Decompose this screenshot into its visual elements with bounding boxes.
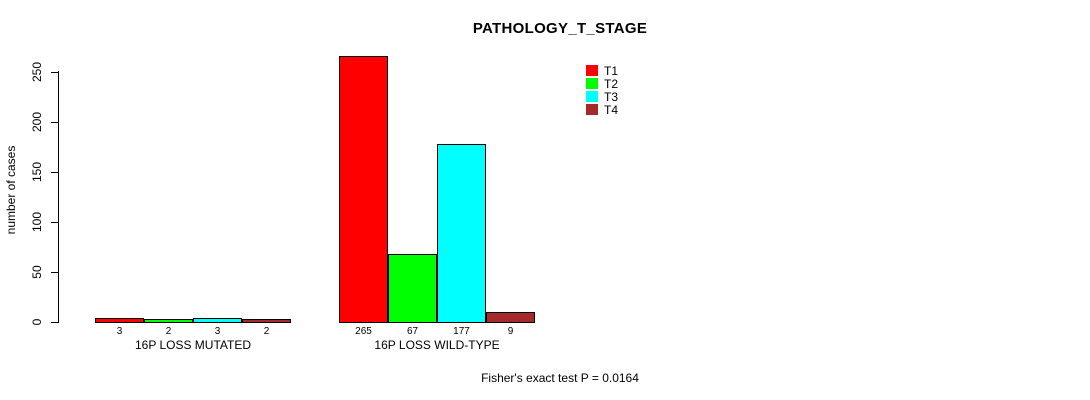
y-tick-label: 200 xyxy=(30,111,44,133)
y-tick-label: 150 xyxy=(30,161,44,183)
fisher-test-annotation: Fisher's exact test P = 0.0164 xyxy=(481,371,639,385)
y-tick xyxy=(51,272,59,273)
legend-swatch-t4 xyxy=(586,104,598,115)
bar-t3 xyxy=(437,144,486,323)
bar-value-label: 265 xyxy=(355,326,372,337)
chart-title: PATHOLOGY_T_STAGE xyxy=(472,20,648,37)
bar-value-label: 3 xyxy=(116,326,123,337)
bar-value-label: 3 xyxy=(214,326,221,337)
legend-label-t1: T1 xyxy=(604,63,619,78)
bar-t1 xyxy=(339,56,388,323)
legend: T1 T2 T3 T4 xyxy=(586,64,618,116)
legend-row-t4: T4 xyxy=(586,103,618,116)
legend-row-t3: T3 xyxy=(586,90,618,103)
bar-value-label: 9 xyxy=(507,326,514,337)
bar-value-label: 2 xyxy=(263,326,270,337)
y-tick-label: 0 xyxy=(30,318,44,326)
bar-t3 xyxy=(193,318,242,323)
y-axis-line xyxy=(58,71,59,323)
legend-label-t3: T3 xyxy=(604,89,619,104)
bar-value-label: 177 xyxy=(453,326,470,337)
y-tick-label: 50 xyxy=(30,265,44,279)
legend-swatch-t1 xyxy=(586,65,598,76)
y-tick xyxy=(51,322,59,323)
y-tick-label: 250 xyxy=(30,61,44,83)
bar-t2 xyxy=(388,254,437,323)
legend-label-t4: T4 xyxy=(604,102,619,117)
bar-t2 xyxy=(144,319,193,323)
legend-label-t2: T2 xyxy=(604,76,619,91)
bar-value-label: 67 xyxy=(406,326,419,337)
y-tick xyxy=(51,222,59,223)
y-tick-label: 100 xyxy=(30,211,44,233)
legend-swatch-t3 xyxy=(586,91,598,102)
x-category-label: 16P LOSS MUTATED xyxy=(134,338,252,352)
legend-swatch-t2 xyxy=(586,78,598,89)
bar-value-label: 2 xyxy=(165,326,172,337)
y-tick xyxy=(51,172,59,173)
y-tick xyxy=(51,72,59,73)
bar-t4 xyxy=(242,319,291,323)
bar-t1 xyxy=(95,318,144,323)
legend-row-t1: T1 xyxy=(586,64,618,77)
x-category-label: 16P LOSS WILD-TYPE xyxy=(374,338,500,352)
y-tick xyxy=(51,122,59,123)
bar-t4 xyxy=(486,312,535,323)
legend-row-t2: T2 xyxy=(586,77,618,90)
